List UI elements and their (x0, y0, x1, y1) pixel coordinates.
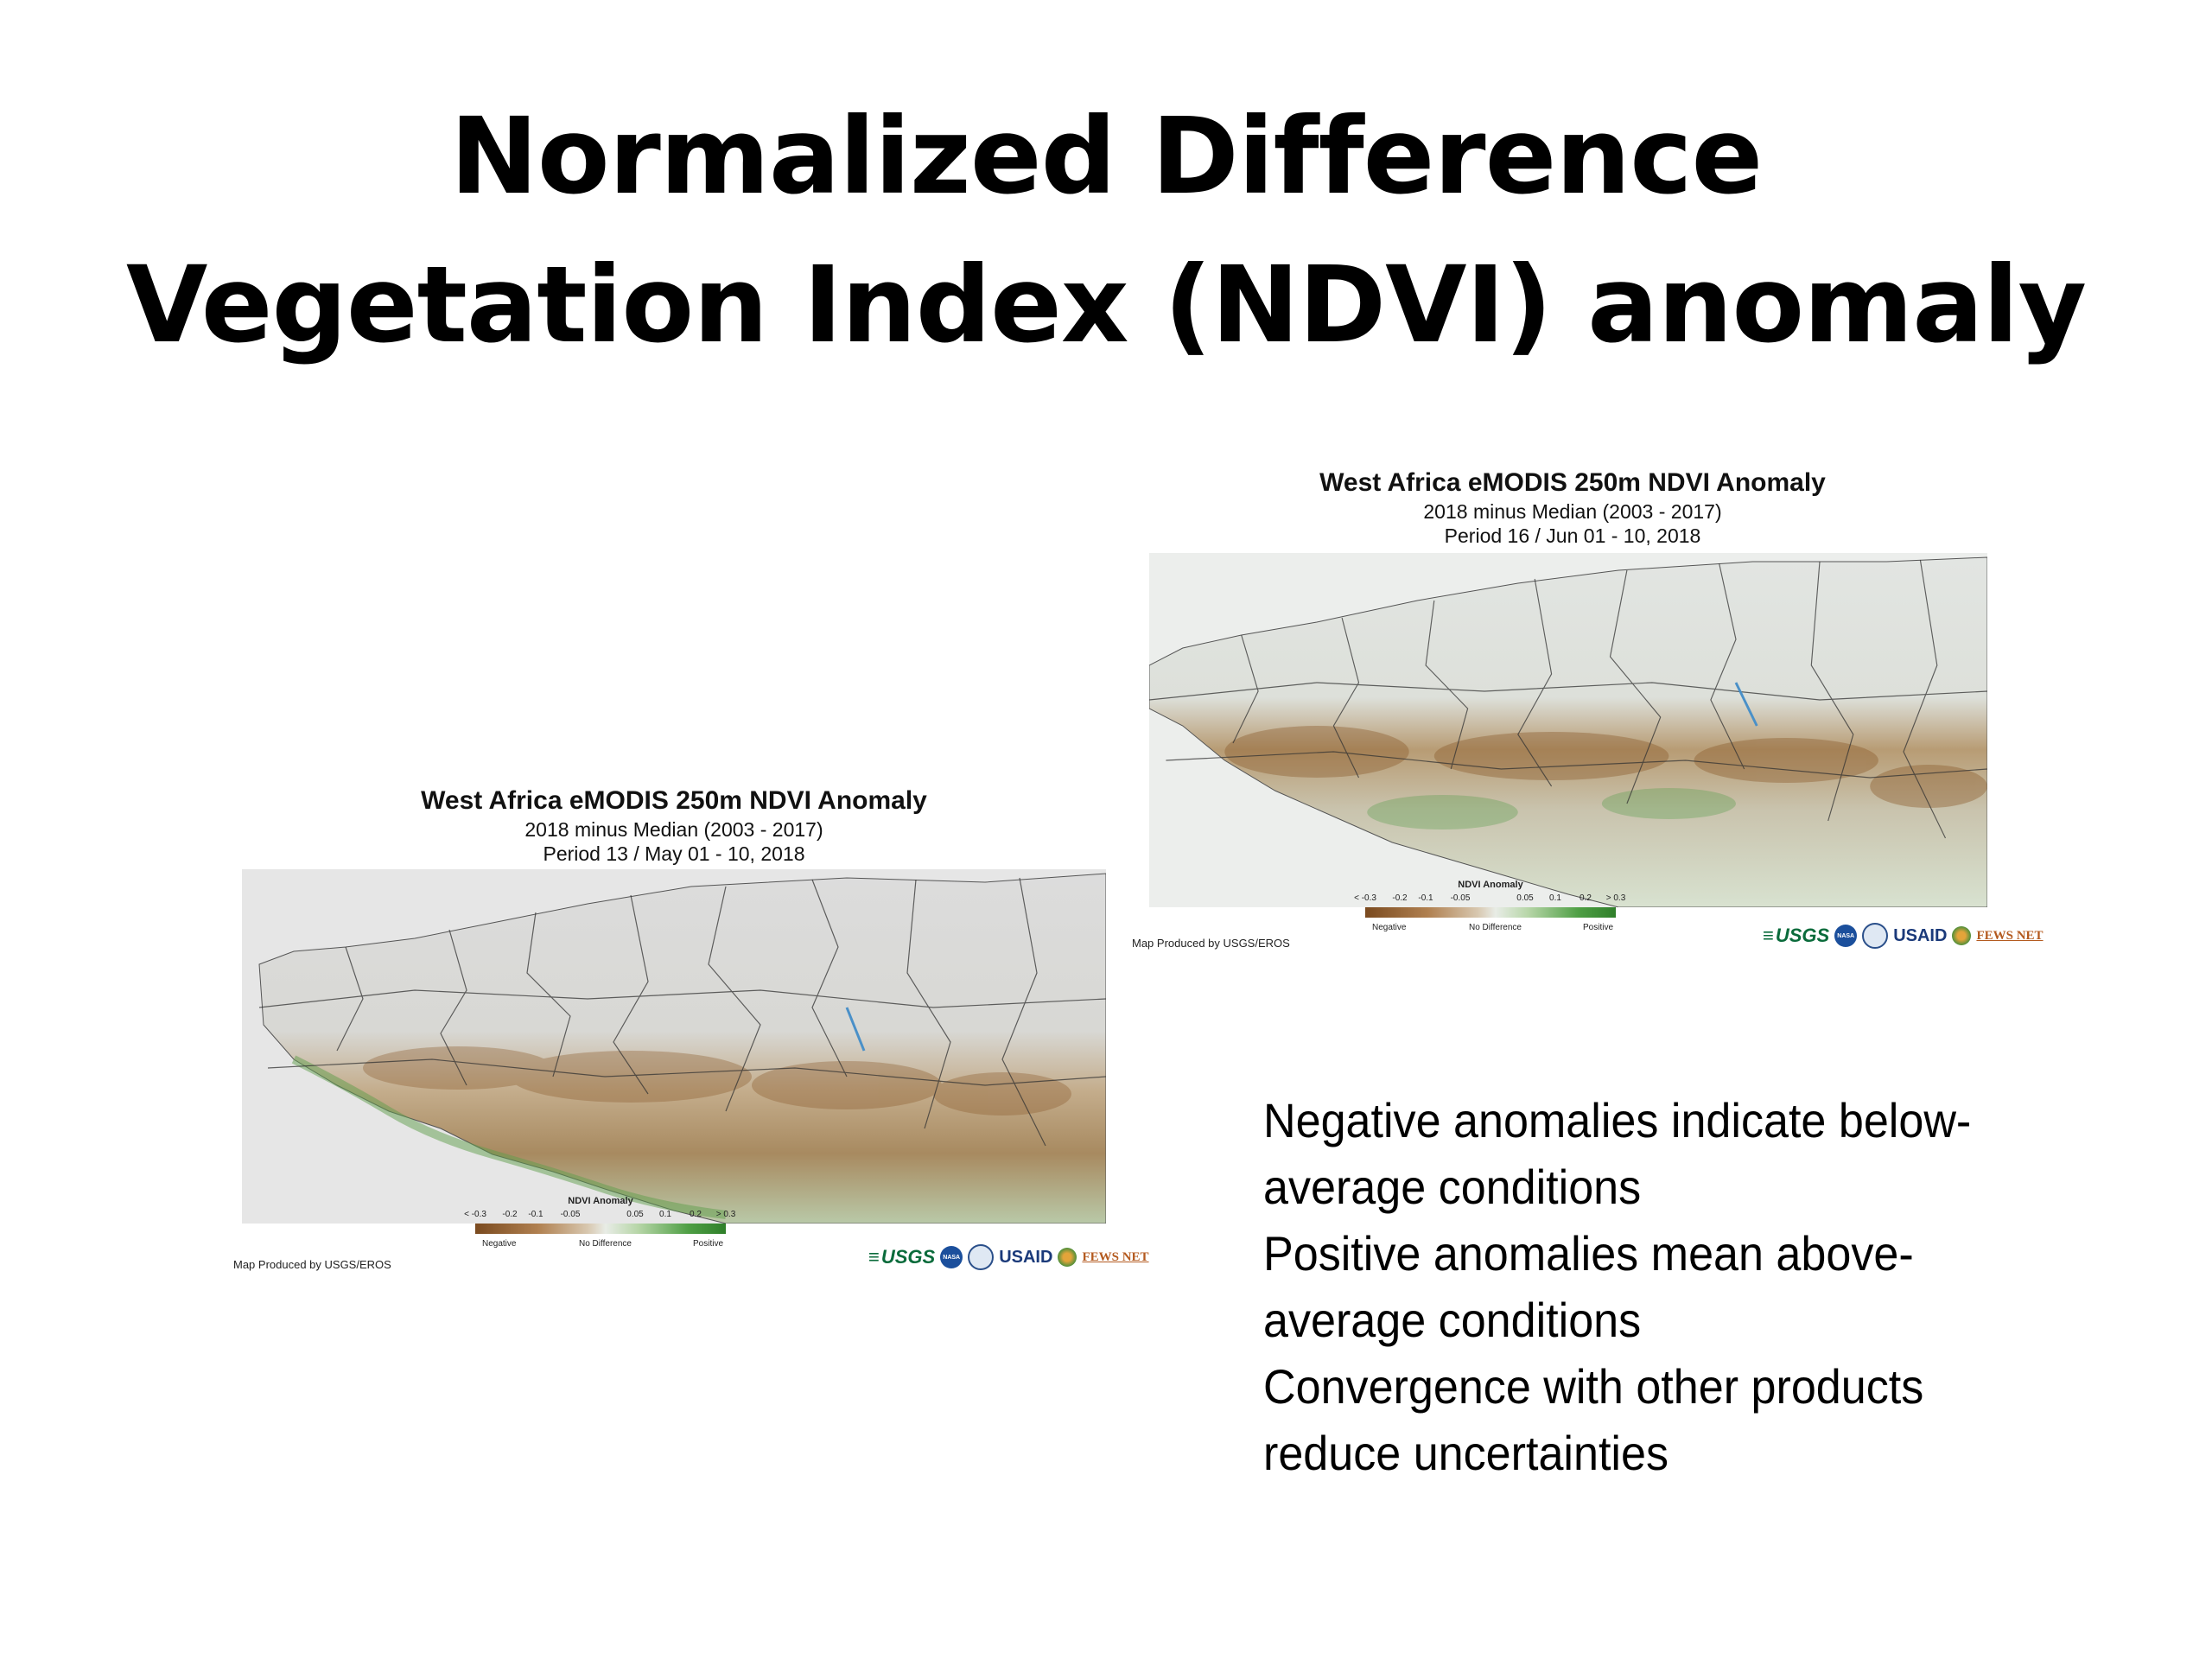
map-subtitle: 2018 minus Median (2003 - 2017) (1423, 500, 1722, 523)
legend-title: NDVI Anomaly (1458, 880, 1523, 890)
legend-tick: -0.05 (1450, 893, 1471, 903)
legend-tick: 0.2 (690, 1210, 702, 1219)
partner-logos: USGS NASA USAID FEWS NET (868, 1244, 1149, 1270)
legend-tick: -0.2 (1392, 893, 1408, 903)
fews-net-logo: FEWS NET (1976, 928, 2044, 943)
map-title-block: West Africa eMODIS 250m NDVI Anomaly 201… (233, 785, 1115, 866)
legend-tick: < -0.3 (464, 1210, 486, 1219)
legend: NDVI Anomaly < -0.3 -0.2 -0.1 -0.05 0.05… (1348, 880, 1633, 949)
legend-tick: -0.1 (1418, 893, 1433, 903)
nasa-logo: NASA (1834, 925, 1858, 947)
map-title: West Africa eMODIS 250m NDVI Anomaly (1319, 468, 1826, 497)
legend-tick: 0.1 (659, 1210, 671, 1219)
map-producer: Map Produced by USGS/EROS (233, 1258, 391, 1271)
legend-positive: Positive (1583, 923, 1614, 932)
legend-ticks: < -0.3 -0.2 -0.1 -0.05 0.05 0.1 0.2 > 0.… (1348, 893, 1633, 906)
usaid-logo: USAID (1893, 925, 1948, 945)
partner-logos: USGS NASA USAID FEWS NET (1763, 923, 2044, 949)
ndvi-map-june: West Africa eMODIS 250m NDVI Anomaly 201… (1132, 467, 2044, 959)
slide-title: Normalized Difference Vegetation Index (… (0, 82, 2212, 379)
map-title: West Africa eMODIS 250m NDVI Anomaly (421, 786, 927, 815)
noaa-seal-icon (1862, 923, 1889, 949)
bullet-item-convergence: Convergence with other products reduce u… (1263, 1359, 1924, 1480)
legend-tick: 0.1 (1549, 893, 1561, 903)
slide-title-line-2: Vegetation Index (NDVI) anomaly (126, 244, 2087, 366)
map-subtitle: 2018 minus Median (2003 - 2017) (524, 818, 823, 841)
bullet-item-positive: Positive anomalies mean above-average co… (1263, 1226, 1914, 1347)
ndvi-map-may: West Africa eMODIS 250m NDVI Anomaly 201… (233, 785, 1149, 1277)
legend-tick: -0.1 (528, 1210, 543, 1219)
usaid-logo: USAID (999, 1247, 1053, 1267)
fews-net-icon (1952, 926, 1972, 945)
legend-tick: > 0.3 (715, 1210, 736, 1219)
legend-title: NDVI Anomaly (568, 1196, 633, 1206)
legend-color-bar (1365, 907, 1616, 918)
legend-tick: 0.05 (626, 1210, 644, 1219)
legend-color-bar (475, 1224, 726, 1234)
noaa-seal-icon (968, 1244, 995, 1270)
legend-negative: Negative (482, 1239, 517, 1249)
legend-tick: < -0.3 (1354, 893, 1376, 903)
bullet-list: Negative anomalies indicate below-averag… (1263, 1087, 2067, 1486)
map-svg (242, 869, 1106, 1224)
legend-tick: -0.2 (502, 1210, 518, 1219)
usgs-logo: USGS (868, 1246, 935, 1268)
map-image (242, 869, 1106, 1224)
positive-anomaly-patches (1367, 788, 1736, 830)
fews-net-icon (1058, 1248, 1077, 1267)
map-image (1149, 553, 1987, 907)
legend-tick: 0.2 (1580, 893, 1592, 903)
map-producer: Map Produced by USGS/EROS (1132, 937, 1290, 950)
legend-negative: Negative (1372, 923, 1407, 932)
map-period: Period 16 / Jun 01 - 10, 2018 (1444, 524, 1701, 547)
legend-no-difference: No Difference (579, 1239, 632, 1249)
negative-anomaly-patches (363, 1046, 1071, 1116)
usgs-logo: USGS (1763, 925, 1829, 947)
country-borders (1149, 559, 1987, 839)
legend-no-difference: No Difference (1469, 923, 1522, 932)
bullet-item-negative: Negative anomalies indicate below-averag… (1263, 1093, 1972, 1214)
nasa-logo: NASA (940, 1246, 963, 1268)
legend: NDVI Anomaly < -0.3 -0.2 -0.1 -0.05 0.05… (458, 1196, 743, 1265)
legend-tick: -0.05 (560, 1210, 581, 1219)
map-period: Period 13 / May 01 - 10, 2018 (543, 842, 805, 865)
map-title-block: West Africa eMODIS 250m NDVI Anomaly 201… (1132, 467, 2013, 548)
legend-ticks: < -0.3 -0.2 -0.1 -0.05 0.05 0.1 0.2 > 0.… (458, 1210, 743, 1222)
fews-net-logo: FEWS NET (1082, 1249, 1149, 1264)
legend-tick: > 0.3 (1605, 893, 1626, 903)
country-borders (258, 877, 1106, 1147)
slide-title-line-1: Normalized Difference (449, 95, 1764, 218)
legend-tick: 0.05 (1516, 893, 1534, 903)
map-svg (1149, 553, 1987, 907)
legend-positive: Positive (693, 1239, 724, 1249)
